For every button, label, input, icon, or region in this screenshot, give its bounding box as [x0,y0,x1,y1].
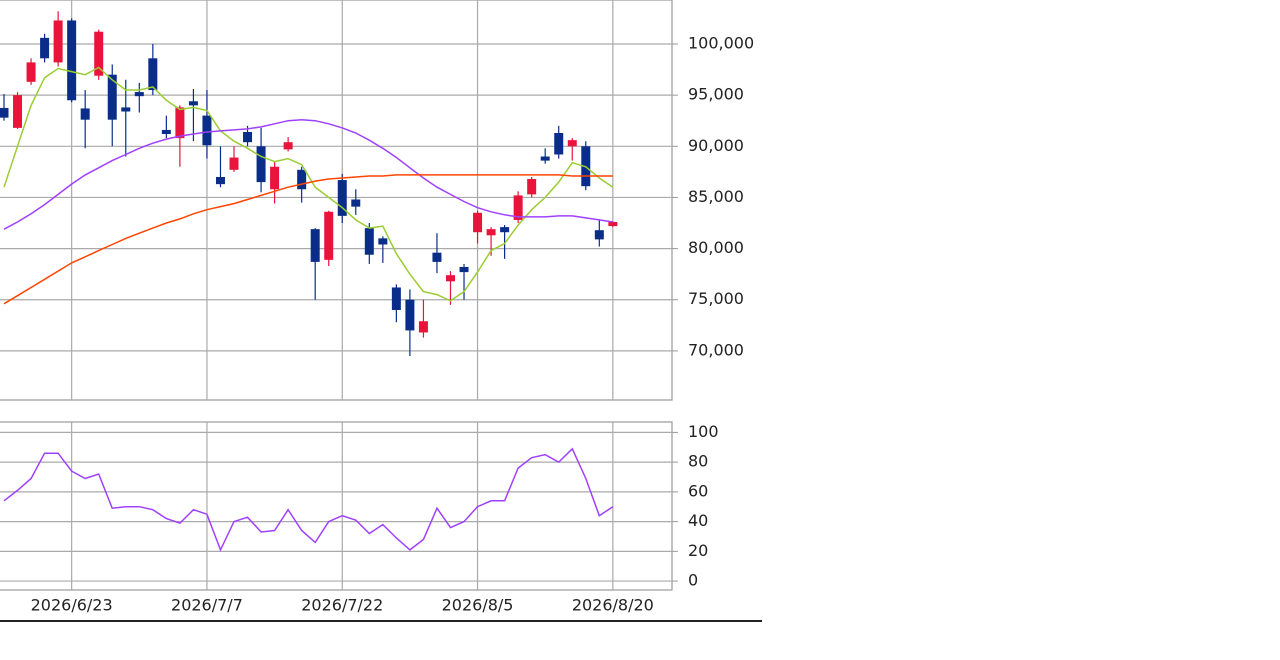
candle-body [256,146,266,183]
candle-body [283,142,293,150]
candle-body [26,62,36,82]
candle-body [594,230,604,240]
candle-body [608,221,618,227]
candle-body [567,140,577,147]
panel-frame [0,0,673,401]
candle-body [175,107,185,139]
y-tick-label: 95,000 [688,85,744,104]
candle-body [324,211,334,260]
candle-body [554,132,564,155]
candle-body [432,252,442,262]
candle-body [243,131,253,143]
y-tick-label: 85,000 [688,187,744,206]
y-tick-label: 75,000 [688,289,744,308]
x-tick-label: 2026/7/7 [171,596,243,615]
candle-body [161,129,171,135]
candle-body [391,287,401,310]
y-tick-label: 70,000 [688,340,744,359]
candle-body [527,179,537,195]
candle-body [53,20,63,63]
candle-body [188,101,198,106]
line-series [3,66,614,302]
candle-body [405,299,415,331]
candle-body [310,229,320,262]
y-tick-label: 80,000 [688,238,744,257]
candle-body [473,212,483,233]
candle-body [337,180,347,216]
candle-body [107,74,117,120]
y-tick-label: 100,000 [688,33,754,52]
line-series [3,174,613,305]
y-tick-label: 60 [688,481,708,500]
candle-body [351,199,361,207]
candle-body [0,107,9,118]
y-tick-label: 40 [688,511,708,530]
panel-frame [0,421,673,591]
candle-body [459,267,469,273]
candle-body [215,176,225,185]
line-series [3,118,614,230]
y-tick-label: 100 [688,422,719,441]
candle-body [378,238,388,245]
candle-body [80,108,90,120]
line-series [3,447,614,552]
candle-body [134,92,144,97]
candle-body [418,321,428,333]
candle-body [40,37,50,59]
x-tick-label: 2026/7/22 [301,596,383,615]
candle-body [500,227,510,233]
candle-body [270,166,280,190]
x-tick-label: 2026/8/5 [442,596,514,615]
y-tick-label: 90,000 [688,136,744,155]
candle-body [13,95,23,128]
candle-body [121,107,131,112]
candle-body [202,115,212,146]
candle-body [67,20,77,101]
y-tick-label: 0 [688,571,698,590]
candle-body [229,157,239,170]
candle-body [364,228,374,255]
x-tick-label: 2026/6/23 [31,596,113,615]
candle-body [486,229,496,236]
y-tick-label: 80 [688,452,708,471]
candle-body [148,58,158,91]
candle-body [445,275,455,282]
y-tick-label: 20 [688,541,708,560]
candle-body [94,31,104,76]
candle-body [540,156,550,161]
x-tick-label: 2026/8/20 [572,596,654,615]
candle-body [297,169,307,190]
candle-body [513,195,523,220]
